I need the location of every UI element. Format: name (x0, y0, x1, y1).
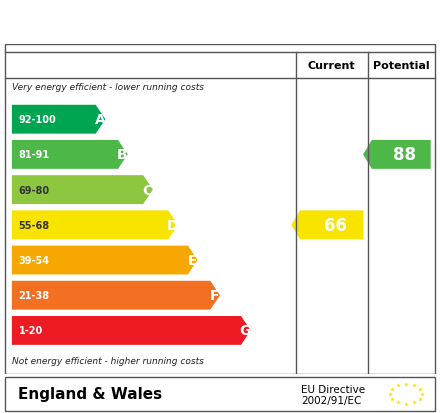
Text: 92-100: 92-100 (18, 115, 56, 125)
Text: 55-68: 55-68 (18, 220, 50, 230)
Text: 2002/91/EC: 2002/91/EC (301, 394, 362, 405)
Text: 39-54: 39-54 (18, 255, 49, 266)
Text: EU Directive: EU Directive (301, 384, 366, 394)
Text: 21-38: 21-38 (18, 290, 50, 301)
Polygon shape (12, 246, 198, 275)
Text: 81-91: 81-91 (18, 150, 50, 160)
Text: A: A (95, 113, 106, 127)
Text: Energy Efficiency Rating: Energy Efficiency Rating (11, 12, 299, 32)
Polygon shape (12, 141, 128, 169)
Polygon shape (12, 176, 153, 204)
Text: 88: 88 (393, 146, 416, 164)
Text: 69-80: 69-80 (18, 185, 50, 195)
Polygon shape (291, 211, 363, 240)
Bar (5, 377, 435, 411)
Polygon shape (12, 105, 106, 134)
Text: B: B (117, 148, 128, 162)
Text: G: G (240, 324, 251, 337)
Text: C: C (143, 183, 153, 197)
Text: 1-20: 1-20 (18, 325, 43, 336)
Text: Not energy efficient - higher running costs: Not energy efficient - higher running co… (12, 356, 204, 365)
Text: Potential: Potential (373, 61, 429, 71)
Text: E: E (187, 254, 197, 267)
Text: D: D (167, 218, 179, 232)
Text: F: F (210, 289, 220, 302)
Polygon shape (12, 316, 251, 345)
Text: 66: 66 (324, 216, 347, 234)
Text: Current: Current (308, 61, 356, 71)
Text: Very energy efficient - lower running costs: Very energy efficient - lower running co… (12, 83, 204, 92)
Polygon shape (363, 141, 431, 169)
Polygon shape (12, 281, 220, 310)
Text: England & Wales: England & Wales (18, 386, 162, 401)
Polygon shape (12, 211, 178, 240)
